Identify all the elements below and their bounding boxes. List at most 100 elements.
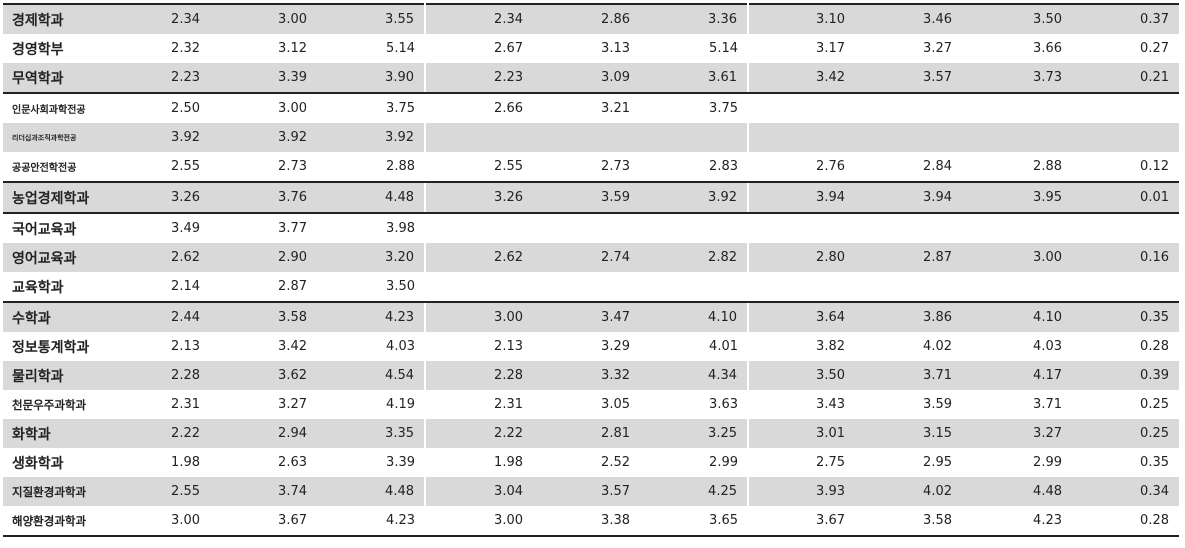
value-cell: 0.01 (1072, 182, 1179, 214)
value-cell: 2.67 (494, 41, 523, 56)
row-label: 수학과 (3, 302, 130, 332)
value-cell: 3.26 (424, 182, 533, 214)
value-cell (855, 123, 962, 152)
value-cell (533, 123, 640, 152)
value-cell: 3.42 (747, 63, 855, 94)
value-cell: 4.19 (386, 397, 415, 412)
value-cell: 3.94 (855, 182, 962, 214)
value-cell: 4.23 (386, 513, 415, 528)
value-cell: 2.95 (923, 455, 952, 470)
value-cell: 2.55 (425, 152, 533, 183)
row-label: 공공안전학전공 (3, 152, 130, 183)
row-label: 해양환경과학과 (12, 513, 87, 528)
value-cell (1072, 93, 1179, 123)
value-cell: 2.52 (601, 455, 630, 470)
value-cell (425, 272, 533, 303)
value-cell: 3.38 (601, 513, 630, 528)
table-row: 무역학과 2.23 3.39 3.90 2.23 3.09 3.61 3.42 3.57 3.73… (3, 63, 1179, 94)
value-cell: 3.92 (210, 123, 317, 152)
value-cell: 2.87 (855, 243, 962, 272)
value-cell: 2.23 (424, 63, 533, 94)
value-cell: 2.63 (278, 455, 307, 470)
value-cell: 3.64 (747, 302, 855, 332)
value-cell: 3.00 (494, 513, 523, 528)
table-row: 해양환경과학과 3.00 3.67 4.23 3.00 3.38 3.65 3.67 3.58 4… (3, 506, 1179, 536)
value-cell (1072, 123, 1179, 152)
value-cell: 4.01 (709, 339, 738, 354)
value-cell (640, 123, 748, 152)
value-cell: 3.95 (962, 182, 1072, 214)
value-cell: 2.34 (130, 4, 210, 34)
value-cell: 3.77 (278, 221, 307, 236)
value-cell: 2.31 (171, 397, 200, 412)
value-cell: 2.28 (424, 361, 533, 390)
value-cell: 2.31 (494, 397, 523, 412)
table-row: 물리학과 2.28 3.62 4.54 2.28 3.32 4.34 3.50 3.71 4.17… (3, 361, 1179, 390)
value-cell: 2.23 (130, 63, 210, 94)
value-cell: 3.43 (816, 397, 845, 412)
value-cell (855, 213, 962, 243)
value-cell: 4.25 (640, 477, 748, 506)
value-cell: 4.54 (317, 361, 425, 390)
value-cell: 3.58 (923, 513, 952, 528)
value-cell: 3.29 (601, 339, 630, 354)
value-cell (1072, 213, 1179, 243)
row-label: 무역학과 (3, 63, 130, 94)
row-label: 경제학과 (3, 4, 130, 34)
table-row: 생화학과 1.98 2.63 3.39 1.98 2.52 2.99 2.75 2.95 2.99… (3, 448, 1179, 477)
value-cell: 4.48 (317, 182, 425, 214)
value-cell: 2.62 (424, 243, 533, 272)
value-cell: 2.88 (317, 152, 425, 183)
value-cell: 4.48 (962, 477, 1072, 506)
row-label: 교육학과 (3, 272, 130, 303)
value-cell: 3.74 (210, 477, 317, 506)
value-cell: 4.03 (386, 339, 415, 354)
value-cell (533, 213, 640, 243)
value-cell: 3.00 (424, 302, 533, 332)
value-cell: 3.15 (855, 419, 962, 448)
table-row: 국어교육과 3.49 3.77 3.98 (3, 213, 1179, 243)
value-cell: 3.39 (386, 455, 415, 470)
value-cell: 3.55 (317, 4, 425, 34)
value-cell: 0.25 (1072, 419, 1179, 448)
value-cell (962, 123, 1072, 152)
value-cell: 3.57 (533, 477, 640, 506)
value-cell (748, 93, 855, 123)
table-row: 영어교육과 2.62 2.90 3.20 2.62 2.74 2.82 2.80 2.87 3.0… (3, 243, 1179, 272)
value-cell: 3.57 (855, 63, 962, 94)
value-cell: 3.01 (747, 419, 855, 448)
value-cell: 2.81 (533, 419, 640, 448)
value-cell: 3.71 (855, 361, 962, 390)
value-cell: 0.34 (1072, 477, 1179, 506)
value-cell: 2.44 (130, 302, 210, 332)
value-cell: 4.03 (1033, 339, 1062, 354)
value-cell: 0.27 (1140, 41, 1169, 56)
value-cell (962, 93, 1072, 123)
value-cell: 3.86 (855, 302, 962, 332)
value-cell: 2.22 (130, 419, 210, 448)
value-cell: 4.02 (855, 477, 962, 506)
value-cell: 2.86 (533, 4, 640, 34)
table-row: 경영학부 2.32 3.12 5.14 2.67 3.13 5.14 3.17 3.27 3.66… (3, 34, 1179, 63)
value-cell: 4.23 (1033, 513, 1062, 528)
value-cell (1072, 272, 1179, 303)
value-cell: 3.12 (278, 41, 307, 56)
value-cell: 3.50 (962, 4, 1072, 34)
value-cell: 3.32 (533, 361, 640, 390)
value-cell: 4.10 (640, 302, 748, 332)
value-cell: 1.98 (494, 455, 523, 470)
data-table: 경제학과 2.34 3.00 3.55 2.34 2.86 3.36 3.10 3.46 3.50… (3, 3, 1179, 537)
value-cell (962, 213, 1072, 243)
value-cell: 0.28 (1140, 339, 1169, 354)
value-cell: 0.12 (1072, 152, 1179, 183)
value-cell: 0.37 (1072, 4, 1179, 34)
value-cell: 2.62 (130, 243, 210, 272)
row-label: 생화학과 (12, 455, 64, 472)
value-cell: 3.20 (317, 243, 425, 272)
value-cell: 3.27 (278, 397, 307, 412)
value-cell: 3.61 (640, 63, 748, 94)
row-label: 농업경제학과 (3, 182, 130, 214)
value-cell: 3.90 (317, 63, 425, 94)
value-cell: 4.02 (923, 339, 952, 354)
